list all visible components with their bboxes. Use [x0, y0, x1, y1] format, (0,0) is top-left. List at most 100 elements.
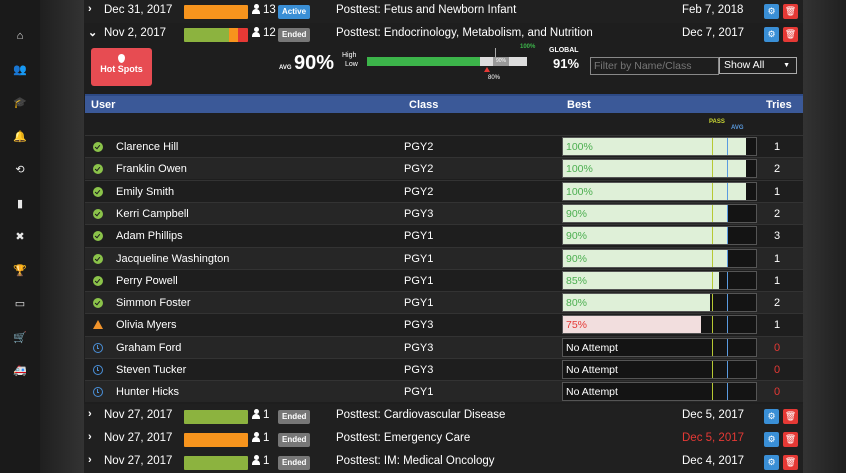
table-row[interactable]: Emily Smith PGY2 100% 1: [85, 179, 803, 202]
user-name[interactable]: Franklin Owen: [116, 163, 187, 176]
exam-row[interactable]: › Nov 27, 2017 1 Ended Posttest: Cardiovascu…: [84, 405, 803, 427]
chevron-down-icon[interactable]: ⌄: [88, 27, 98, 39]
best-score-bar: 85%: [562, 270, 757, 290]
id-card-icon[interactable]: ▭: [14, 298, 26, 310]
clock-icon: [93, 365, 103, 375]
exam-title[interactable]: Posttest: Endocrinology, Metabolism, and…: [336, 27, 593, 39]
chevron-right-icon[interactable]: ›: [88, 3, 92, 15]
hot-spots-button[interactable]: Hot Spots: [91, 48, 152, 86]
exam-title[interactable]: Posttest: Emergency Care: [336, 432, 471, 444]
book-icon[interactable]: ▮: [16, 198, 24, 210]
users-icon[interactable]: 👥: [13, 64, 27, 76]
gear-icon: ⚙: [767, 6, 776, 16]
global-label: GLOBAL: [549, 47, 579, 54]
table-row[interactable]: Hunter Hicks PGY1 No Attempt 0: [85, 380, 803, 403]
range-max-label: 100%: [520, 44, 536, 50]
col-best[interactable]: Best: [567, 99, 591, 111]
exam-row[interactable]: › Nov 27, 2017 1 Ended Posttest: Emergency C…: [84, 428, 803, 450]
exam-title[interactable]: Posttest: Fetus and Newborn Infant: [336, 4, 517, 16]
best-score: 90%: [566, 252, 588, 265]
exam-row[interactable]: ⌄ Nov 2, 2017 12 Ended Posttest: Endocrinolo…: [84, 23, 803, 45]
best-score-bar: No Attempt: [562, 382, 757, 402]
score-segment: [238, 28, 248, 42]
user-name[interactable]: Clarence Hill: [116, 141, 179, 153]
home-icon[interactable]: ⌂: [16, 30, 24, 42]
table-row[interactable]: Jacqueline Washington PGY1 90% 1: [85, 246, 803, 269]
user-icon: [252, 432, 260, 442]
table-row[interactable]: Graham Ford PGY3 No Attempt 0: [85, 335, 803, 358]
exam-title[interactable]: Posttest: IM: Medical Oncology: [336, 455, 495, 467]
settings-button[interactable]: ⚙: [764, 4, 779, 19]
score-distribution-bar: [184, 410, 248, 424]
check-circle-icon: [93, 208, 103, 219]
user-name[interactable]: Jacqueline Washington: [116, 252, 230, 265]
bell-icon[interactable]: 🔔: [13, 131, 27, 143]
exam-end-date: Dec 5, 2017: [682, 409, 745, 421]
user-name[interactable]: Emily Smith: [116, 185, 175, 198]
user-name[interactable]: Perry Powell: [116, 274, 178, 287]
settings-button[interactable]: ⚙: [764, 432, 779, 447]
table-row[interactable]: Franklin Owen PGY2 100% 2: [85, 157, 803, 180]
user-count: 12: [252, 27, 276, 39]
gear-icon: ⚙: [767, 457, 776, 467]
chevron-right-icon[interactable]: ›: [88, 454, 92, 466]
user-name[interactable]: Kerri Campbell: [116, 207, 189, 220]
cart-icon[interactable]: 🛒: [13, 332, 27, 344]
delete-button[interactable]: 🗑: [783, 4, 798, 19]
score-segment: [184, 456, 248, 470]
table-row[interactable]: Perry Powell PGY1 85% 1: [85, 268, 803, 291]
show-filter-select[interactable]: Show All ▼: [719, 57, 797, 74]
user-name[interactable]: Steven Tucker: [116, 364, 187, 376]
ambulance-icon[interactable]: 🚑: [13, 365, 27, 377]
col-tries[interactable]: Tries: [766, 99, 792, 111]
table-row[interactable]: Steven Tucker PGY3 No Attempt 0: [85, 358, 803, 380]
settings-button[interactable]: ⚙: [764, 455, 779, 470]
user-name[interactable]: Graham Ford: [116, 341, 182, 354]
table-row[interactable]: Kerri Campbell PGY3 90% 2: [85, 201, 803, 224]
delete-button[interactable]: 🗑: [783, 455, 798, 470]
score-distribution-bar: [184, 433, 248, 447]
tools-icon[interactable]: ✖: [15, 231, 25, 243]
user-class: PGY3: [404, 364, 434, 376]
table-row[interactable]: Adam Phillips PGY1 90% 3: [85, 224, 803, 246]
fire-icon: [118, 54, 125, 63]
exam-row[interactable]: › Dec 31, 2017 13 Active Posttest: Fetus and…: [84, 0, 803, 22]
delete-button[interactable]: 🗑: [783, 27, 798, 42]
chevron-right-icon[interactable]: ›: [88, 431, 92, 443]
exam-row[interactable]: › Nov 27, 2017 1 Ended Posttest: IM: Medical…: [84, 451, 803, 473]
trash-icon: 🗑: [784, 434, 797, 444]
best-score: 80%: [566, 297, 588, 310]
user-count: 13: [252, 4, 276, 16]
delete-button[interactable]: 🗑: [783, 432, 798, 447]
trash-icon: 🗑: [784, 457, 797, 467]
user-name[interactable]: Simmon Foster: [116, 297, 191, 310]
check-circle-icon: [93, 164, 103, 175]
best-score-fill: [563, 138, 746, 155]
user-class: PGY1: [404, 386, 434, 399]
col-class[interactable]: Class: [409, 99, 439, 111]
best-score: 90%: [566, 230, 588, 243]
graduation-cap-icon[interactable]: 🎓: [13, 97, 27, 109]
col-user[interactable]: User: [91, 99, 116, 111]
user-name[interactable]: Adam Phillips: [116, 230, 183, 243]
low-label: Low: [345, 61, 358, 68]
chevron-right-icon[interactable]: ›: [88, 408, 92, 420]
range-max-tick: [495, 48, 496, 57]
check-circle-icon: [93, 275, 103, 286]
filter-input[interactable]: [590, 57, 719, 75]
trophy-icon[interactable]: 🏆: [13, 265, 27, 277]
avg-value: 90%: [294, 52, 335, 74]
best-score-bar: 90%: [562, 248, 757, 268]
user-class: PGY2: [404, 185, 434, 198]
settings-button[interactable]: ⚙: [764, 27, 779, 42]
table-row[interactable]: Clarence Hill PGY2 100% 1: [85, 135, 803, 157]
settings-button[interactable]: ⚙: [764, 409, 779, 424]
range-min-marker: [484, 67, 490, 72]
delete-button[interactable]: 🗑: [783, 409, 798, 424]
history-icon[interactable]: ⟲: [15, 164, 25, 176]
table-row[interactable]: Olivia Myers PGY3 75% 1: [85, 313, 803, 335]
exam-title[interactable]: Posttest: Cardiovascular Disease: [336, 409, 506, 421]
table-row[interactable]: Simmon Foster PGY1 80% 2: [85, 291, 803, 314]
user-name[interactable]: Olivia Myers: [116, 319, 177, 332]
user-name[interactable]: Hunter Hicks: [116, 386, 179, 399]
